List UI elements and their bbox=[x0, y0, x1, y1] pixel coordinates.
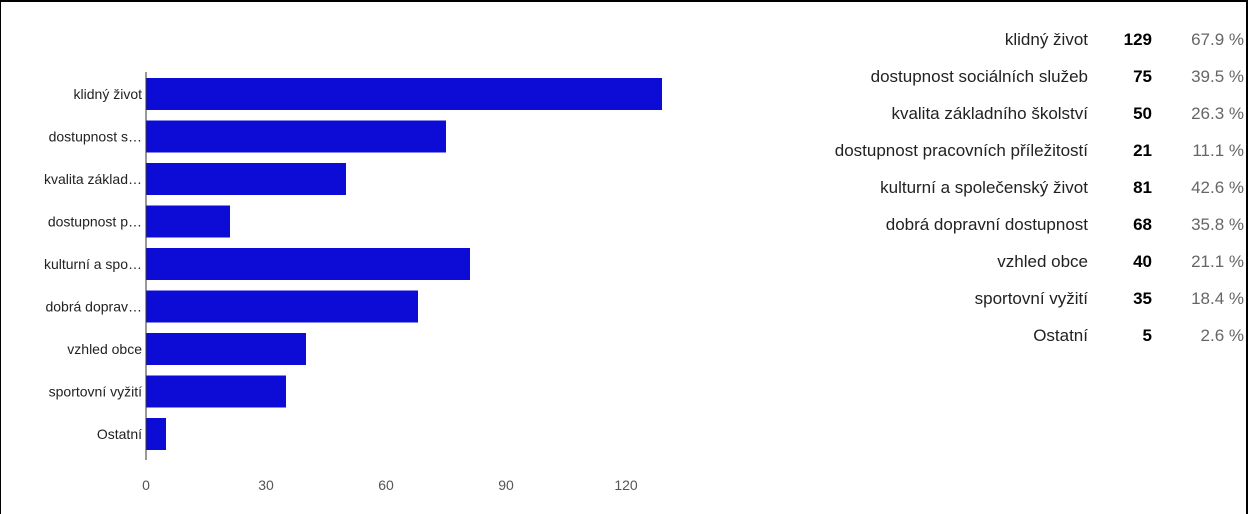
stats-label: kvalita základního školství bbox=[891, 104, 1088, 123]
bar bbox=[146, 248, 470, 280]
x-tick-label: 90 bbox=[498, 477, 514, 493]
stats-percent: 26.3 % bbox=[1191, 104, 1244, 123]
stats-count: 129 bbox=[1123, 30, 1152, 49]
stats-count: 75 bbox=[1133, 67, 1152, 86]
stats-row: kvalita základního školství 50 26.3 % bbox=[700, 102, 1248, 126]
x-axis-ticks: 0 30 60 90 120 bbox=[142, 477, 638, 493]
stats-row: kulturní a společenský život 81 42.6 % bbox=[700, 176, 1248, 200]
stats-label: dobrá dopravní dostupnost bbox=[885, 215, 1088, 234]
x-tick-label: 60 bbox=[378, 477, 394, 493]
stats-row: Ostatní 5 2.6 % bbox=[700, 324, 1248, 348]
stats-label: sportovní vyžití bbox=[974, 289, 1088, 308]
bar bbox=[146, 333, 306, 365]
stats-label: Ostatní bbox=[1033, 326, 1088, 345]
bar bbox=[146, 163, 346, 195]
bar bbox=[146, 205, 230, 238]
x-tick-label: 0 bbox=[142, 477, 150, 493]
bar-chart: klidný život dostupnost s… kvalita základ…… bbox=[44, 72, 662, 493]
stats-percent: 67.9 % bbox=[1191, 30, 1244, 49]
stats-row: klidný život 129 67.9 % bbox=[700, 28, 1248, 52]
stats-percent: 21.1 % bbox=[1191, 252, 1244, 271]
stats-label: dostupnost pracovních příležitostí bbox=[834, 141, 1088, 160]
stats-percent: 11.1 % bbox=[1192, 141, 1244, 160]
bars-group bbox=[146, 78, 662, 450]
category-label: klidný život bbox=[74, 86, 143, 102]
bar bbox=[146, 78, 662, 110]
stats-row: vzhled obce 40 21.1 % bbox=[700, 250, 1248, 274]
category-label: dostupnost p… bbox=[48, 214, 142, 230]
stats-row: sportovní vyžití 35 18.4 % bbox=[700, 287, 1248, 311]
stats-label: vzhled obce bbox=[997, 252, 1088, 271]
category-label: kvalita základ… bbox=[44, 171, 142, 187]
bar bbox=[146, 120, 446, 153]
bar bbox=[146, 375, 286, 408]
stats-label: klidný život bbox=[1004, 30, 1088, 49]
stats-percent: 2.6 % bbox=[1200, 326, 1244, 345]
stats-count: 40 bbox=[1133, 252, 1152, 271]
stats-count: 35 bbox=[1133, 289, 1152, 308]
x-tick-label: 120 bbox=[614, 477, 638, 493]
stats-row: dostupnost pracovních příležitostí 21 11.1… bbox=[700, 139, 1248, 163]
stats-count: 21 bbox=[1133, 141, 1152, 160]
stats-percent: 42.6 % bbox=[1191, 178, 1244, 197]
bar bbox=[146, 418, 166, 450]
stats-percent: 39.5 % bbox=[1191, 67, 1244, 86]
category-label: vzhled obce bbox=[67, 341, 142, 357]
stats-count: 5 bbox=[1142, 326, 1152, 345]
category-labels: klidný život dostupnost s… kvalita základ…… bbox=[44, 86, 142, 442]
x-tick-label: 30 bbox=[258, 477, 274, 493]
stats-label: dostupnost sociálních služeb bbox=[870, 67, 1088, 86]
category-label: dostupnost s… bbox=[49, 129, 142, 145]
bar bbox=[146, 290, 418, 323]
stats-label: kulturní a společenský život bbox=[880, 178, 1088, 197]
category-label: Ostatní bbox=[97, 426, 142, 442]
stats-count: 50 bbox=[1133, 104, 1152, 123]
stats-row: dobrá dopravní dostupnost 68 35.8 % bbox=[700, 213, 1248, 237]
stats-percent: 18.4 % bbox=[1191, 289, 1244, 308]
stats-row: dostupnost sociálních služeb 75 39.5 % bbox=[700, 65, 1248, 89]
stats-count: 68 bbox=[1133, 215, 1152, 234]
category-label: kulturní a spo… bbox=[44, 256, 142, 272]
stats-count: 81 bbox=[1133, 178, 1152, 197]
category-label: sportovní vyžití bbox=[49, 384, 142, 400]
stats-percent: 35.8 % bbox=[1191, 215, 1244, 234]
category-label: dobrá doprav… bbox=[45, 299, 142, 315]
